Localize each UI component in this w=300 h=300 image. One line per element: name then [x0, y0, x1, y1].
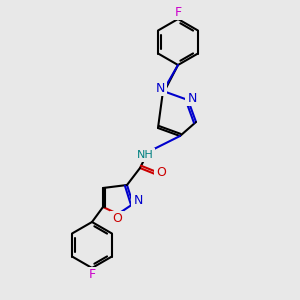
Text: F: F — [88, 268, 96, 281]
Text: N: N — [133, 194, 143, 208]
Text: O: O — [112, 212, 122, 226]
Text: N: N — [155, 82, 165, 94]
Text: NH: NH — [136, 150, 153, 160]
Text: O: O — [156, 167, 166, 179]
Text: N: N — [187, 92, 197, 104]
Text: F: F — [174, 5, 182, 19]
